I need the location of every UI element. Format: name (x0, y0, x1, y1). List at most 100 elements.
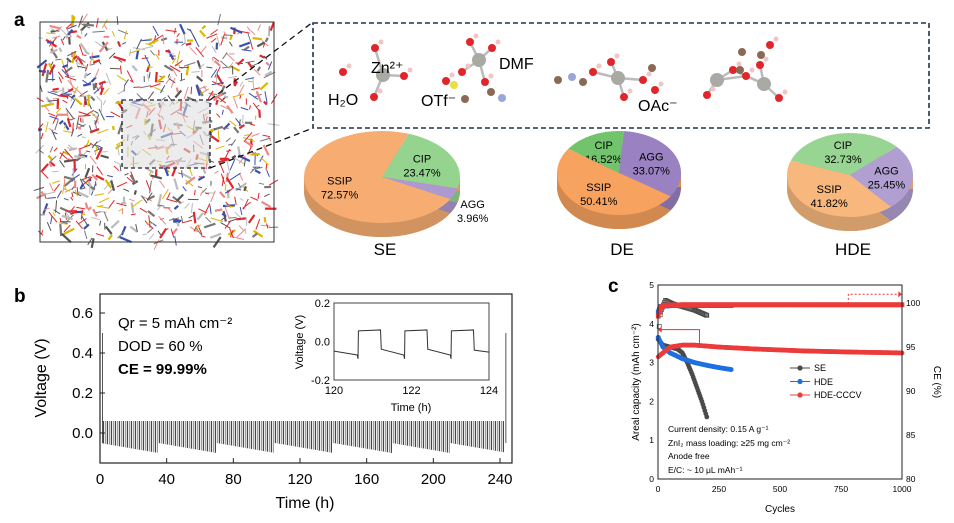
md-box-border (39, 21, 275, 243)
md-bond (251, 166, 263, 171)
c-ylabel: Areal capacity (mAh cm⁻²) (631, 323, 642, 441)
md-bond (94, 145, 98, 156)
md-bond (94, 193, 105, 197)
md-bond (242, 198, 249, 210)
carbon-atom (487, 88, 495, 96)
capacity-point (728, 367, 734, 372)
md-bond (247, 214, 256, 224)
md-bond (82, 54, 87, 56)
md-bond (64, 148, 74, 159)
md-bond (86, 72, 91, 77)
md-bond (48, 64, 56, 76)
md-bond (238, 84, 245, 96)
md-bond (129, 49, 132, 57)
md-bond (249, 105, 251, 110)
md-bond (63, 121, 70, 131)
md-bond (65, 23, 72, 29)
pie-slice-cip (568, 131, 624, 173)
md-bond (207, 90, 214, 100)
md-bond (80, 215, 89, 227)
md-bond (257, 192, 260, 200)
md-bond (84, 32, 88, 37)
md-bond (213, 60, 221, 67)
c-ytick-label: 4 (649, 319, 654, 329)
md-bond (214, 66, 221, 78)
md-bond (77, 191, 89, 199)
inset-ytick-label: -0.2 (311, 375, 330, 387)
md-bond (58, 47, 63, 53)
md-bond (234, 157, 245, 165)
c-y2tick-label: 85 (906, 430, 916, 440)
hydrogen-atom (495, 39, 501, 45)
md-bond (104, 225, 113, 235)
md-bond (225, 177, 235, 189)
md-bond (71, 186, 75, 191)
md-bond (48, 112, 56, 117)
md-bond (220, 173, 226, 184)
label-otf: OTf⁻ (421, 93, 456, 110)
md-bond (74, 189, 79, 197)
legend-hde-cccv: HDE-CCCV (814, 390, 862, 400)
md-bond (70, 98, 76, 109)
md-bond (161, 189, 169, 200)
md-bond (76, 206, 86, 210)
md-bond (210, 190, 216, 203)
md-bond (258, 182, 265, 185)
md-bond (52, 211, 56, 217)
md-bond (80, 13, 88, 25)
md-bond (50, 48, 58, 59)
md-bond (195, 47, 204, 58)
md-bond (63, 178, 66, 190)
md-bond (58, 222, 68, 225)
md-bond (221, 176, 225, 187)
md-bond (129, 79, 134, 83)
md-bond (116, 74, 127, 82)
md-bond (147, 65, 153, 68)
md-bond (176, 32, 180, 38)
md-bond (246, 26, 251, 32)
md-bond (259, 54, 266, 59)
md-bond (63, 66, 70, 77)
md-bond (70, 97, 74, 102)
md-bond (197, 224, 203, 235)
md-bond (246, 31, 252, 44)
md-bond (174, 236, 177, 246)
md-bond (260, 137, 271, 142)
md-bond (63, 151, 70, 156)
md-bond (239, 197, 244, 201)
md-bond (116, 144, 120, 156)
md-bond (224, 189, 231, 194)
md-bond (160, 96, 166, 101)
md-bond (96, 144, 103, 149)
md-bond (113, 55, 127, 62)
md-bond (75, 125, 82, 130)
md-bond (192, 35, 200, 48)
md-bond (230, 139, 237, 147)
annotation-qr: Qr = 5 mAh cm⁻² (118, 315, 232, 332)
md-bond (159, 227, 168, 239)
md-bond (100, 84, 103, 94)
md-bond (84, 167, 91, 179)
md-bond (51, 129, 57, 141)
inset-ytick-label: 0.2 (315, 298, 330, 310)
md-bond (77, 56, 86, 63)
md-bond (238, 173, 244, 181)
md-bond (174, 60, 183, 67)
md-bond (70, 94, 76, 99)
md-bond (265, 163, 268, 170)
md-bond (119, 165, 122, 172)
md-bond (96, 166, 103, 176)
md-bond (62, 181, 66, 195)
md-bond (171, 68, 178, 77)
legend-marker (797, 378, 803, 385)
md-bond (152, 25, 159, 37)
md-bond (252, 78, 255, 91)
md-bond (174, 27, 176, 34)
md-bond (84, 63, 89, 72)
md-bond (66, 58, 69, 69)
label-oac: OAc⁻ (638, 98, 678, 115)
md-bond (171, 57, 177, 64)
md-bond (65, 75, 77, 81)
md-bond (77, 65, 87, 69)
